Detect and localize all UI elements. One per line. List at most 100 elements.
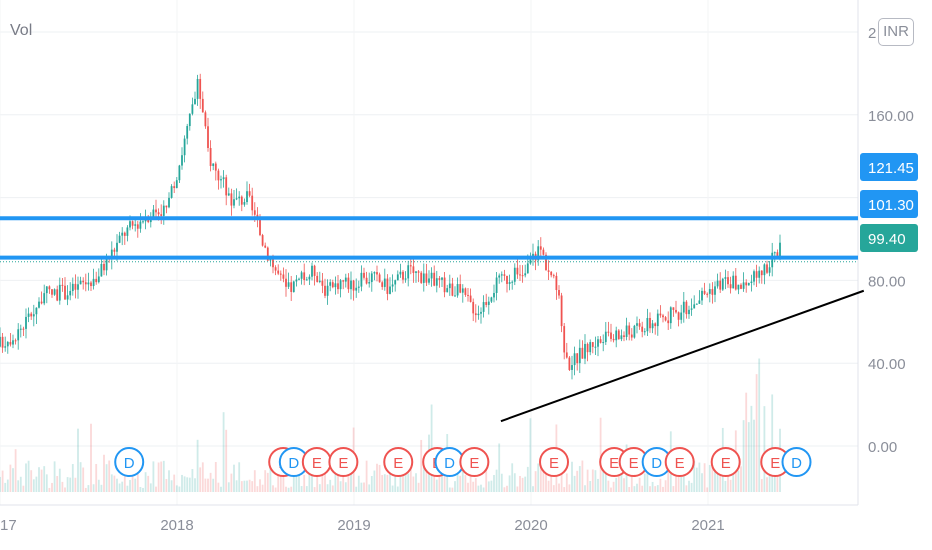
candle[interactable] [53,288,56,296]
candle[interactable] [698,290,701,304]
candle[interactable] [168,192,170,209]
candle[interactable] [628,322,631,341]
candle[interactable] [6,340,9,354]
candle[interactable] [732,271,735,289]
candle[interactable] [443,272,446,298]
candle[interactable] [152,204,155,218]
dividend-marker[interactable]: D [278,447,309,477]
candle[interactable] [347,273,350,293]
candle[interactable] [412,256,415,283]
candle[interactable] [220,175,222,189]
candle[interactable] [428,270,430,285]
candle[interactable] [438,276,441,288]
candle[interactable] [537,240,540,266]
candle[interactable] [630,328,633,341]
candle[interactable] [27,307,30,323]
candle[interactable] [204,110,207,129]
candle[interactable] [373,271,376,281]
candle[interactable] [178,164,181,184]
candle[interactable] [474,304,477,323]
candle[interactable] [753,269,755,286]
candle[interactable] [240,195,243,212]
candle[interactable] [420,270,423,284]
candle[interactable] [721,277,724,292]
candle[interactable] [381,280,384,290]
candle[interactable] [282,267,285,283]
candle[interactable] [155,199,157,219]
candle[interactable] [292,280,295,293]
candle[interactable] [643,328,646,336]
candle[interactable] [77,276,79,299]
candle[interactable] [396,270,399,281]
candle[interactable] [506,275,508,293]
candle[interactable] [607,321,610,337]
candle[interactable] [448,274,451,296]
candle[interactable] [188,113,191,131]
candle[interactable] [386,274,389,301]
candle[interactable] [758,266,761,284]
candle[interactable] [469,288,472,303]
earnings-marker[interactable]: E [301,447,332,477]
candle[interactable] [344,273,347,288]
candle[interactable] [121,227,124,246]
candle[interactable] [659,305,662,318]
candle[interactable] [654,322,657,335]
candle[interactable] [311,262,313,281]
candle[interactable] [602,334,605,352]
candle[interactable] [685,300,688,319]
candle[interactable] [389,277,391,295]
candle[interactable] [217,168,220,190]
candle[interactable] [378,272,381,283]
candle[interactable] [604,322,607,345]
candle[interactable] [207,117,209,152]
candle[interactable] [285,269,287,297]
candle[interactable] [238,191,241,206]
trendline-segment[interactable] [500,289,865,423]
candle[interactable] [376,265,378,282]
trendline[interactable] [500,289,865,423]
candle[interactable] [261,233,264,247]
candle[interactable] [490,296,493,304]
candle[interactable] [298,277,300,281]
candle[interactable] [227,187,230,197]
candle[interactable] [581,340,584,359]
candle[interactable] [711,282,714,304]
candle[interactable] [243,198,246,207]
candle[interactable] [40,291,43,305]
candle[interactable] [734,268,737,291]
candle[interactable] [415,271,417,283]
candle[interactable] [706,292,709,298]
candle[interactable] [703,282,706,296]
candle[interactable] [503,269,506,281]
candle[interactable] [321,272,324,294]
candle[interactable] [201,91,204,113]
candle[interactable] [693,295,696,309]
candle[interactable] [610,323,612,342]
candle[interactable] [290,275,293,301]
candle[interactable] [334,276,337,295]
candle[interactable] [279,270,282,281]
candle[interactable] [300,270,303,285]
candle[interactable] [394,279,397,292]
candle[interactable] [571,355,573,380]
candle[interactable] [456,277,459,298]
candle[interactable] [363,267,365,280]
candle[interactable] [313,264,316,286]
candle[interactable] [61,277,64,292]
candle[interactable] [100,258,103,277]
candle[interactable] [755,264,758,288]
candle[interactable] [51,289,53,298]
candle[interactable] [126,225,129,242]
candle[interactable] [532,243,534,266]
candle[interactable] [58,277,61,305]
candle[interactable] [430,267,433,287]
candle[interactable] [4,336,7,352]
candle[interactable] [352,279,355,301]
candle[interactable] [641,321,644,338]
candle[interactable] [170,184,173,199]
candle[interactable] [134,219,137,232]
candle[interactable] [714,281,716,303]
candle[interactable] [760,270,763,284]
candle[interactable] [586,342,589,362]
candle[interactable] [97,268,100,284]
